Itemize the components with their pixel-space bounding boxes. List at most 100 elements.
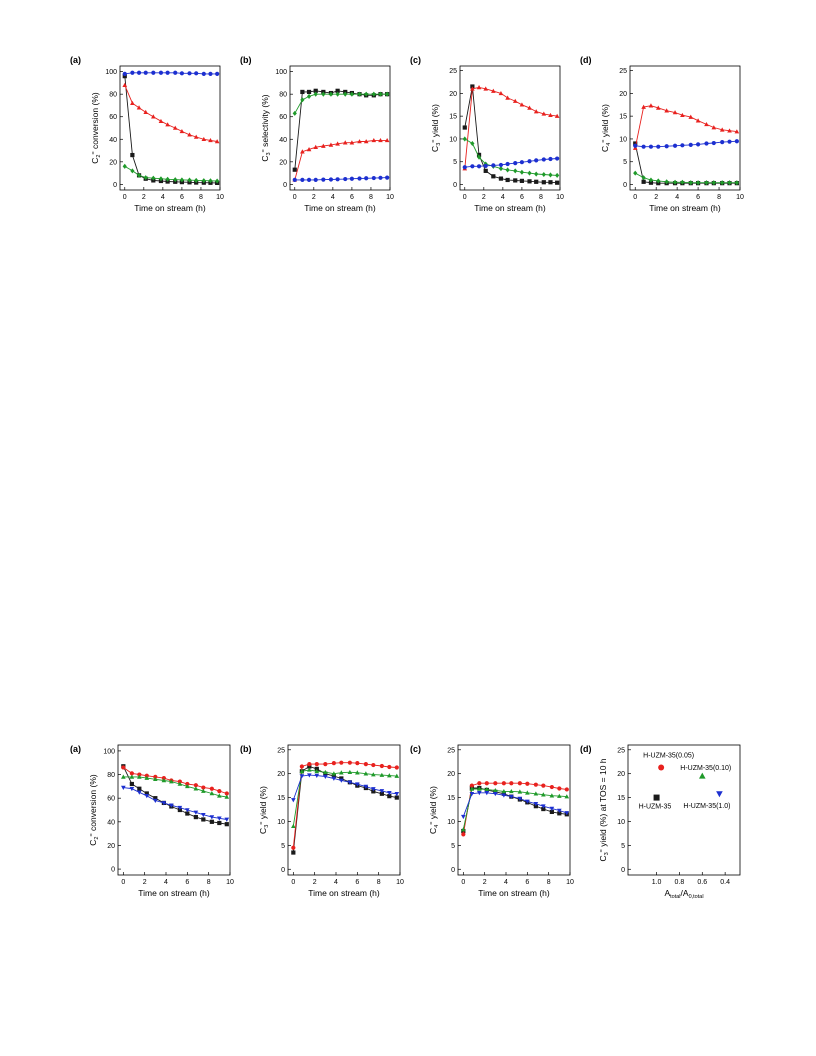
data-point [169,779,174,784]
point-label: H-UZM-35(0.05) [643,752,694,759]
data-point [137,790,142,795]
data-point [509,788,514,794]
data-point [548,112,553,118]
data-point [641,144,646,149]
data-point [541,171,546,178]
series-circle [461,781,569,837]
data-point [648,144,654,149]
y-tick-label: 25 [447,747,455,754]
data-point [328,142,334,147]
plot-frame [117,744,231,876]
y-tick-label: 15 [447,795,455,802]
panel-label: (d) [580,55,592,65]
series-diamond [462,136,560,178]
data-point [680,112,685,118]
figure1-panel-a: (a) 0 2 4 6 8 10 0 20 40 60 80 100 Time on stream (h… [70,40,230,240]
x-tick-label: 0 [123,194,127,201]
data-point [470,140,475,147]
x-tick-label: 0 [293,194,297,201]
data-point [347,780,353,785]
data-point [387,791,392,796]
data-point [371,175,376,181]
y-tick-label: 20 [619,91,627,98]
data-point [143,175,148,181]
data-point [501,793,507,798]
data-point [357,139,362,144]
data-point [469,786,475,791]
data-point [505,95,510,100]
data-point [641,104,646,109]
data-point [555,180,560,185]
data-point [462,125,467,130]
data-point [533,802,539,807]
x-tick-label: 8 [717,194,721,201]
data-point [153,798,158,803]
data-point [695,142,701,147]
data-point [484,781,489,786]
data-point [331,771,337,776]
y-tick-label: 20 [277,771,285,778]
data-point [557,811,562,816]
data-point [306,177,312,182]
data-point [158,70,164,75]
x-tick-label: 2 [143,879,147,886]
data-point [339,770,344,775]
series-tri-down [121,785,230,822]
x-tick-label: 0.6 [697,879,707,886]
panel-label: (c) [410,55,421,65]
data-point [187,177,192,183]
figure2-panel-c: (c) 0 2 4 6 8 10 0 5 10 15 20 25 Time on stream (h) C… [410,730,575,920]
data-point [291,798,296,803]
data-point [153,796,158,801]
data-point [517,789,523,794]
panel-label: (b) [240,55,252,65]
data-point [461,827,466,832]
data-point [462,136,467,142]
data-point [177,805,183,811]
data-point [470,164,475,169]
data-point [527,170,532,176]
data-point [306,93,312,99]
series-circle [122,70,220,76]
x-tick-label: 2 [482,194,486,201]
data-point [143,109,149,115]
series-triangle [292,137,390,182]
plot-frame [627,744,741,876]
data-point [179,71,185,76]
data-point [187,71,192,76]
data-point [136,172,142,178]
data-point [323,774,328,779]
data-point [193,134,199,139]
data-point [151,175,156,181]
y-tick-label: 60 [279,114,287,121]
plot-frame [457,744,571,876]
data-point [144,775,150,780]
data-point [491,163,496,168]
data-point [306,147,312,152]
y-tick-label: 15 [277,795,285,802]
y-tick-label: 0 [283,182,287,189]
data-point [525,790,530,795]
x-tick-label: 2 [654,194,658,201]
panel-label: (a) [70,55,81,65]
figure2-panel-d: (d) 1.0 0.8 0.6 0.4 0 5 10 15 20 25 Atotal/A0,tota… [580,730,755,920]
y-tick-label: 40 [107,819,115,826]
data-point [549,806,555,811]
data-point [165,70,170,75]
x-tick-label: 10 [566,879,574,886]
series-circle [292,175,390,182]
series-line [292,769,397,827]
data-point [720,140,725,145]
data-point [151,70,156,75]
data-point [476,164,482,169]
data-point [519,169,525,175]
data-point [394,773,400,778]
x-tick-label: 0 [291,879,295,886]
data-point [517,781,522,786]
x-tick-label: 6 [355,879,359,886]
data-point [335,177,340,182]
data-point [224,794,230,799]
y-tick-label: 10 [277,819,285,826]
data-point [711,125,717,130]
data-point [208,71,213,76]
